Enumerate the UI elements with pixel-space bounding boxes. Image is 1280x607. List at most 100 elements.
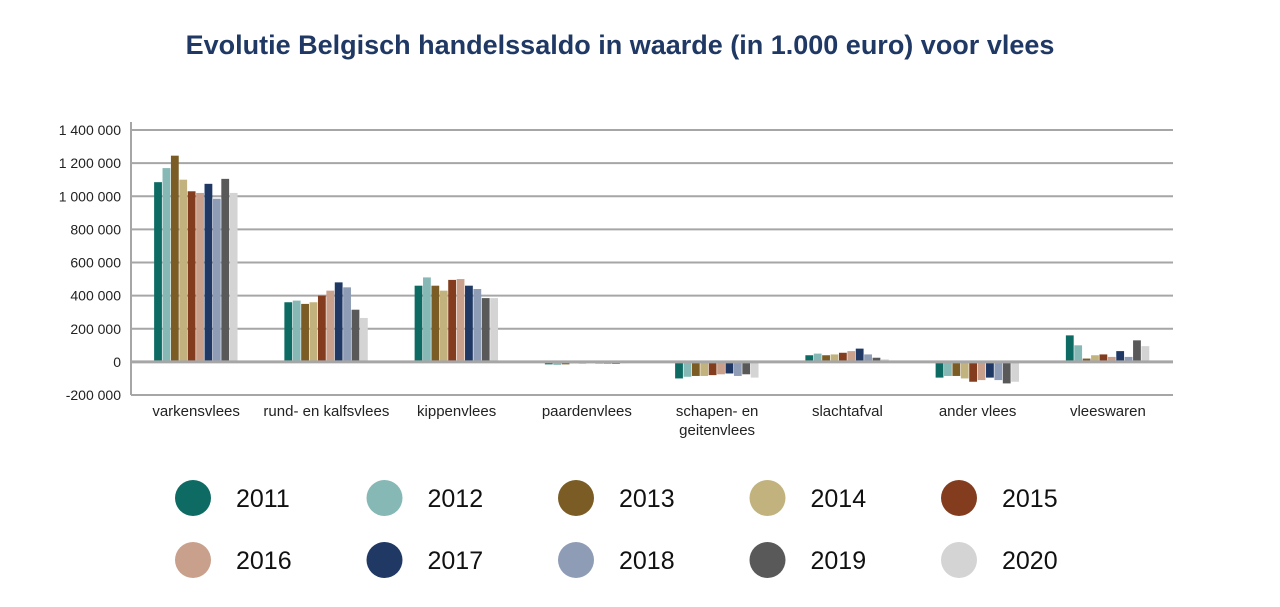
bar-2013 <box>1082 358 1091 362</box>
bar-2019 <box>742 361 751 375</box>
bar-2011 <box>935 361 944 378</box>
bar-2019 <box>351 309 360 362</box>
bar-2018 <box>473 289 482 362</box>
category-label: varkensvlees <box>152 403 240 420</box>
bar-2015 <box>187 191 196 362</box>
legend-label-2020: 2020 <box>1002 547 1058 575</box>
legend-swatch-2018 <box>558 542 594 578</box>
legend-label-2014: 2014 <box>811 485 867 513</box>
y-tick-label: -200 000 <box>66 387 121 403</box>
legend-swatch-2016 <box>175 542 211 578</box>
y-axis-tick-labels: -200 000 0 200 000 400 000 600 000 800 000 1 0… <box>59 122 122 403</box>
bar-2018 <box>343 287 351 362</box>
bar-2011 <box>805 355 814 362</box>
category-label: ander vlees <box>939 403 1017 420</box>
legend-swatch-2011 <box>175 480 211 516</box>
legend-swatch-2014 <box>749 480 786 516</box>
legend-label-2016: 2016 <box>236 547 292 575</box>
bar-2018 <box>864 354 872 362</box>
bar-2014 <box>179 179 188 362</box>
y-tick-label: 1 200 000 <box>59 155 121 171</box>
legend: 2011 2012 2013 2014 2015 2016 2017 2018 2019 2020 <box>175 480 1058 578</box>
bar-2011 <box>1065 335 1074 362</box>
legend-swatch-2012 <box>366 480 403 516</box>
bar-2019 <box>1002 361 1011 384</box>
legend-label-2015: 2015 <box>1002 485 1058 513</box>
bar-2014 <box>1091 355 1099 362</box>
legend-label-2019: 2019 <box>811 547 867 575</box>
bar-2013 <box>170 155 179 362</box>
bar-2015 <box>317 295 326 362</box>
bar-2017 <box>334 282 343 362</box>
bar-2018 <box>1124 356 1133 362</box>
legend-label-2018: 2018 <box>619 547 675 575</box>
bar-2012 <box>813 353 822 362</box>
bar-2011 <box>154 182 162 362</box>
bar-2019 <box>872 357 881 362</box>
bar-2016 <box>326 290 335 362</box>
bar-2011 <box>414 285 423 362</box>
bars <box>154 155 1150 384</box>
legend-label-2011: 2011 <box>236 485 290 513</box>
bar-2020 <box>229 192 238 362</box>
bar-2012 <box>944 361 952 376</box>
legend-swatch-2017 <box>366 542 403 578</box>
category-label: slachtafval <box>812 403 883 420</box>
bar-2017 <box>465 285 473 362</box>
bar-2019 <box>481 298 490 362</box>
bar-2015 <box>708 361 717 376</box>
y-tick-label: 1 400 000 <box>59 122 121 138</box>
y-tick-label: 0 <box>113 354 121 370</box>
bar-2014 <box>439 290 448 362</box>
bar-2018 <box>994 361 1003 381</box>
y-tick-label: 800 000 <box>70 221 121 237</box>
category-label: kippenvlees <box>417 403 496 420</box>
bar-2015 <box>1099 354 1108 362</box>
bar-2012 <box>292 300 301 362</box>
bar-2015 <box>969 361 978 382</box>
bar-2020 <box>359 317 368 362</box>
bar-2011 <box>675 361 683 379</box>
bar-2013 <box>301 303 309 362</box>
category-label: vleeswaren <box>1070 403 1146 420</box>
category-label: geitenvlees <box>679 422 755 439</box>
bar-2017 <box>855 348 864 362</box>
category-label: schapen- en <box>676 403 759 420</box>
bar-2017 <box>204 183 213 362</box>
legend-swatch-2019 <box>749 542 786 578</box>
legend-swatch-2013 <box>558 480 594 516</box>
bar-2014 <box>830 354 839 362</box>
bar-2012 <box>683 361 692 377</box>
axes <box>130 122 1173 395</box>
bar-2012 <box>1074 345 1083 362</box>
bar-2012 <box>162 168 171 362</box>
bar-2013 <box>952 361 961 376</box>
bar-2018 <box>212 198 221 362</box>
bar-2018 <box>733 361 742 376</box>
category-labels: varkensvlees rund- en kalfsvlees kippenvle… <box>152 403 1145 439</box>
bar-2016 <box>977 361 986 381</box>
bar-2016 <box>1107 356 1116 362</box>
bar-2019 <box>1133 340 1141 362</box>
bar-2020 <box>1011 361 1020 382</box>
y-tick-label: 600 000 <box>70 255 121 271</box>
bar-2020 <box>490 298 499 362</box>
legend-label-2013: 2013 <box>619 485 675 513</box>
category-label: paardenvlees <box>542 403 632 420</box>
bar-2014 <box>309 302 318 362</box>
bar-2015 <box>838 352 847 362</box>
y-tick-label: 400 000 <box>70 288 121 304</box>
bar-2016 <box>196 192 204 362</box>
bar-2017 <box>725 361 734 374</box>
bar-2013 <box>691 361 700 376</box>
bar-2014 <box>700 361 709 376</box>
bar-2017 <box>1116 351 1125 362</box>
legend-label-2012: 2012 <box>428 485 484 513</box>
bar-2019 <box>221 178 230 362</box>
bar-2013 <box>431 285 440 362</box>
legend-swatch-2015 <box>941 480 977 516</box>
y-tick-label: 1 000 000 <box>59 188 121 204</box>
y-tick-label: 200 000 <box>70 321 121 337</box>
legend-swatch-2020 <box>941 542 977 578</box>
